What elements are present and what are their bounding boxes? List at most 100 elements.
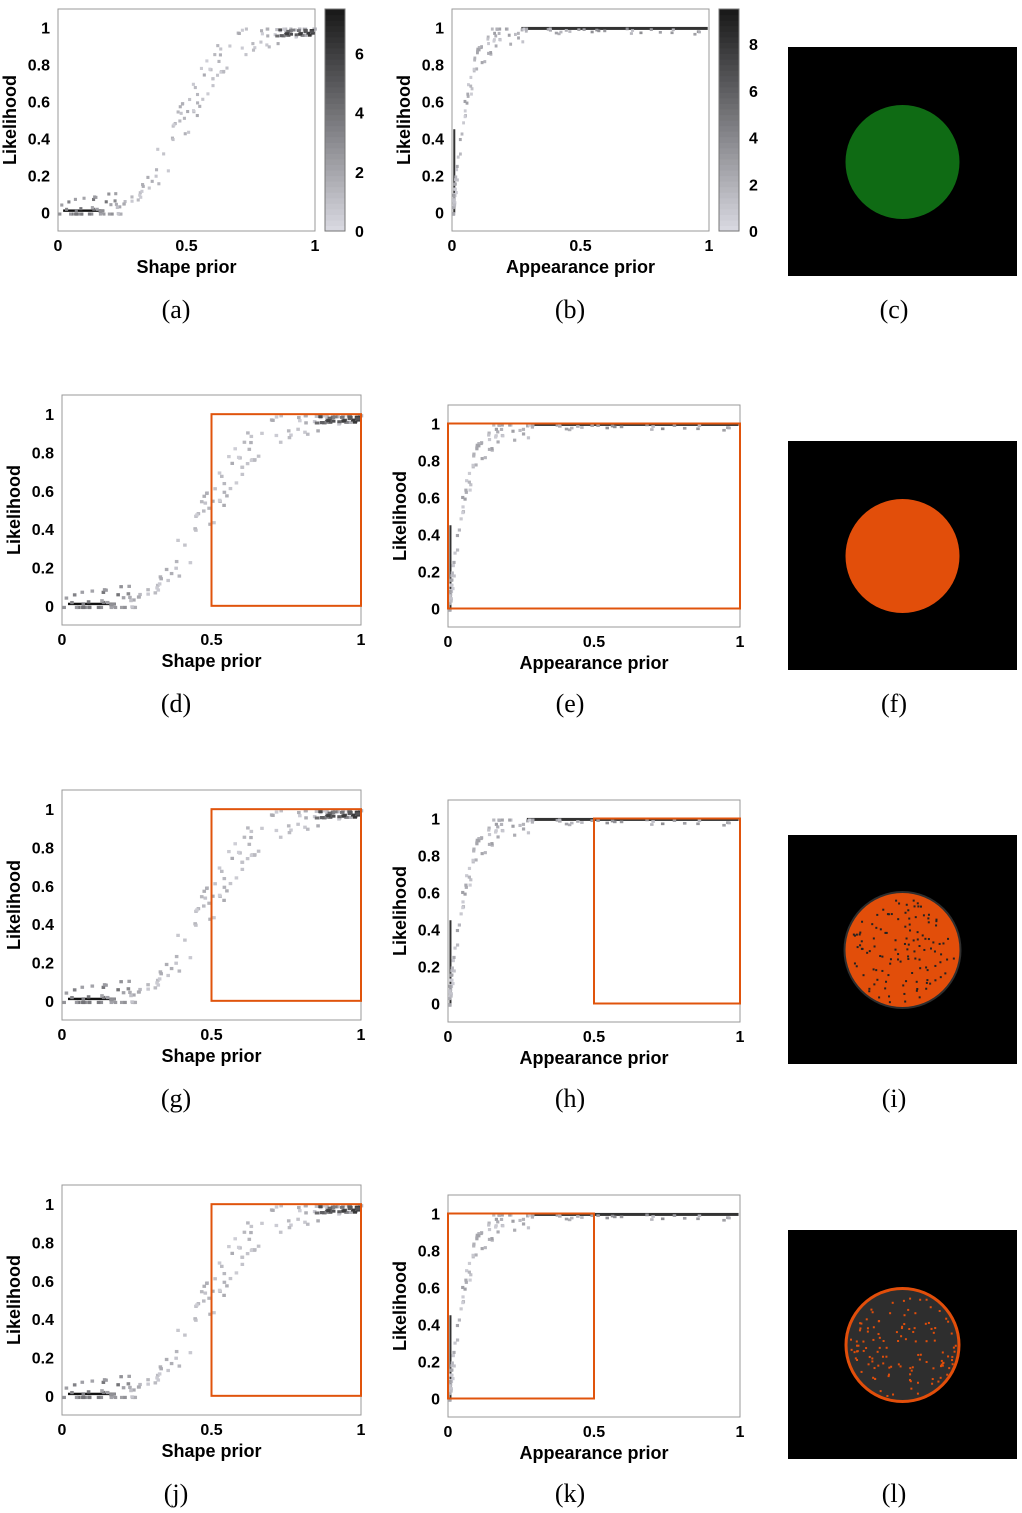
- density-cell: [461, 1301, 465, 1305]
- speckle-noise: [850, 1297, 957, 1397]
- density-cell: [330, 810, 336, 814]
- density-cell: [333, 415, 338, 419]
- density-cell: [521, 26, 708, 30]
- colorbar-step: [719, 164, 739, 171]
- density-cell: [472, 847, 476, 851]
- speckle: [855, 933, 858, 936]
- density-cell: [113, 1000, 118, 1005]
- speckle: [853, 1351, 856, 1354]
- density-cell: [490, 447, 494, 451]
- density-cell: [150, 179, 154, 183]
- density-cell: [480, 441, 484, 445]
- density-cell: [449, 1368, 453, 1372]
- density-cell: [109, 603, 113, 607]
- density-cell: [109, 203, 113, 207]
- density-cell: [105, 1390, 110, 1395]
- density-cell: [494, 822, 499, 826]
- x-axis-label: Shape prior: [161, 1046, 261, 1066]
- density-cell: [457, 1318, 461, 1322]
- density-cell: [500, 818, 504, 822]
- colorbar-step: [325, 108, 345, 116]
- colorbar-step: [325, 114, 345, 121]
- density-cell: [203, 1291, 208, 1295]
- density-cell: [76, 212, 81, 216]
- density-cell: [287, 831, 292, 835]
- density-cell: [274, 1205, 279, 1209]
- colorbar-step: [719, 97, 739, 104]
- density-cell: [564, 29, 568, 32]
- density-cell: [203, 896, 208, 900]
- density-cell: [98, 209, 102, 213]
- density-cell: [325, 809, 329, 813]
- speckle: [881, 1355, 884, 1358]
- density-cell: [511, 1219, 515, 1223]
- density-cell: [274, 828, 279, 833]
- density-cell: [119, 1000, 124, 1005]
- density-cell: [564, 822, 569, 826]
- density-cell: [304, 33, 308, 37]
- chart-k: 0 0.5 1 0 0.2 0.4 0.6 0.8 1 Appearance prior Likel…: [390, 1194, 745, 1463]
- colorbar-step: [325, 164, 345, 171]
- density-cell: [672, 819, 677, 822]
- density-cell: [211, 84, 215, 88]
- density-cell: [325, 1204, 329, 1208]
- y-tick-label: 0.4: [418, 528, 440, 545]
- density-cell: [324, 420, 329, 424]
- density-cell: [70, 1390, 74, 1395]
- speckle: [913, 1327, 916, 1330]
- density-cell: [114, 202, 118, 206]
- speckle: [933, 1339, 936, 1342]
- density-cell: [463, 497, 467, 501]
- density-cell: [222, 1293, 226, 1297]
- speckle: [913, 950, 916, 953]
- density-cell: [116, 988, 120, 992]
- density-cell: [100, 599, 104, 603]
- density-cell: [492, 818, 496, 822]
- y-tick-label: 0.4: [418, 1318, 440, 1335]
- density-cell: [449, 1389, 453, 1393]
- speckle: [856, 946, 859, 949]
- density-cell: [202, 889, 207, 893]
- density-cell: [240, 1255, 244, 1259]
- chart-e: 0 0.5 1 0 0.2 0.4 0.6 0.8 1 Appearance prior Likel…: [390, 404, 745, 673]
- density-cell: [492, 1213, 496, 1217]
- speckle: [908, 1379, 911, 1382]
- highlight-box: [210, 808, 362, 1002]
- colorbar-step: [719, 158, 739, 165]
- density-cell: [222, 885, 227, 889]
- density-cell: [477, 836, 481, 841]
- density-cell: [99, 1395, 104, 1400]
- density-cell: [463, 892, 467, 896]
- density-cell: [282, 27, 286, 31]
- density-cell: [273, 33, 277, 37]
- density-cell: [348, 815, 353, 819]
- density-cell: [496, 430, 500, 434]
- density-cell: [697, 819, 702, 823]
- speckle-noise: [852, 899, 955, 1004]
- density-cell: [487, 833, 492, 837]
- density-cell: [208, 67, 212, 71]
- y-tick-label: 0.6: [32, 879, 54, 896]
- density-cell: [451, 1354, 455, 1358]
- density-cell: [240, 867, 245, 872]
- speckle: [927, 917, 930, 920]
- x-tick-label: 0: [444, 1424, 453, 1441]
- speckle: [916, 1392, 919, 1395]
- chart-j: 0 0.5 1 0 0.2 0.4 0.6 0.8 1 Shape prior Likelihood: [4, 1184, 366, 1461]
- density-cell: [455, 928, 460, 933]
- density-cell: [337, 422, 341, 426]
- density-cell: [471, 860, 475, 864]
- speckle: [932, 941, 935, 944]
- density-cell: [650, 823, 654, 826]
- density-cell: [498, 27, 502, 31]
- density-cell: [105, 600, 110, 605]
- speckle: [852, 933, 855, 936]
- density-cell: [457, 528, 461, 532]
- density-cell: [297, 810, 301, 815]
- density-cell: [101, 1380, 106, 1384]
- speckle: [856, 1358, 859, 1361]
- speckle: [894, 939, 897, 942]
- density-cell: [249, 1224, 254, 1229]
- density-cell: [67, 200, 71, 204]
- speckle: [918, 996, 921, 999]
